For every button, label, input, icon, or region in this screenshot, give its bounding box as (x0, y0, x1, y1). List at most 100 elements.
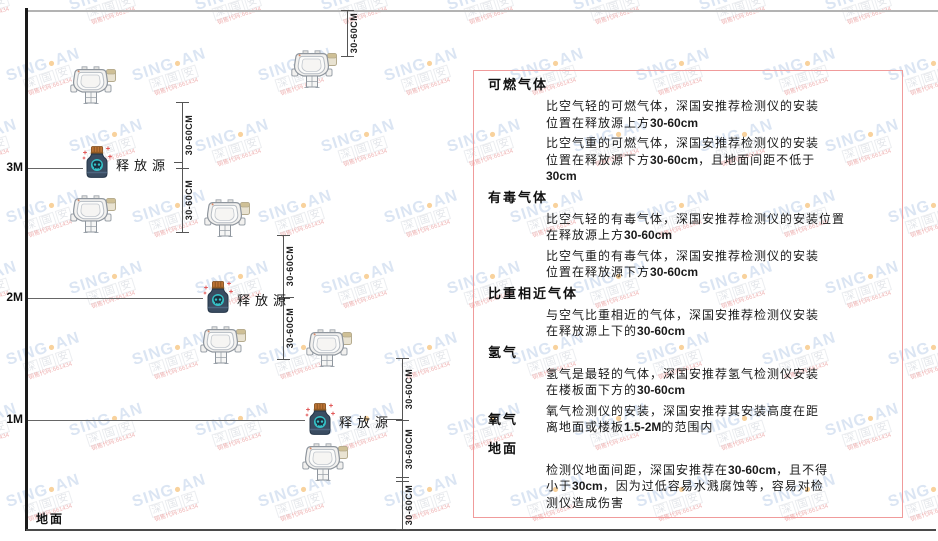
dimension-label: 30-60CM (184, 179, 194, 221)
paragraph-line: 比空气轻的可燃气体，深国安推荐检测仪的安装 (546, 99, 820, 113)
paragraph-line: 离地面或楼板1.5-2M的范围内 (546, 420, 714, 434)
gas-detector-icon (291, 50, 337, 88)
panel-section: 地面检测仪地面间距，深国安推荐在30-60cm，且不得 小于30cm，因为过低容易… (488, 441, 890, 512)
paragraph-line: 在释放源上下的30-60cm (546, 324, 686, 338)
gas-detector-icon (204, 199, 250, 237)
section-paragraph: 与空气比重相近的气体，深国安推荐检测仪安装 在释放源上下的30-60cm (546, 307, 890, 340)
dimension-label: 30-60CM (404, 484, 414, 526)
paragraph-line: 检测仪地面间距，深国安推荐在30-60cm，且不得 (546, 462, 829, 477)
panel-section: 比重相近气体与空气比重相近的气体，深国安推荐检测仪安装 在释放源上下的30-60c… (488, 286, 890, 340)
section-paragraph: 比空气重的可燃气体，深国安推荐检测仪的安装 位置在释放源下方30-60cm，且地面… (546, 135, 890, 185)
paragraph-line: 在释放源上方30-60cm (546, 228, 673, 242)
source-connector-line (386, 419, 403, 420)
section-heading: 比重相近气体 (488, 286, 579, 302)
ground-line (26, 529, 936, 531)
section-paragraph: 氧气检测仪的安装，深国安推荐其安装高度在距 离地面或楼板1.5-2M的范围内 (546, 403, 890, 436)
section-heading: 有毒气体 (488, 190, 549, 206)
dimension-tick (277, 298, 290, 299)
paragraph-line: 氢气是最轻的气体，深国安推荐氢气检测仪安装 (546, 366, 820, 381)
dimension-label: 30-60CM (349, 12, 359, 54)
gas-detector-icon (70, 66, 116, 104)
dimension-label: 30-60CM (404, 368, 414, 410)
release-source-icon (305, 403, 335, 435)
source-connector-line (174, 162, 183, 163)
dimension-line (283, 235, 284, 359)
release-source-icon (82, 146, 112, 178)
ground-label: 地面 (36, 512, 65, 526)
release-source-label: 释放源 (237, 294, 292, 309)
section-paragraph: 检测仪地面间距，深国安推荐在30-60cm，且不得 小于30cm，因为过低容易水溅… (546, 462, 890, 512)
dimension-label: 30-60CM (184, 114, 194, 156)
gas-detector-icon (70, 195, 116, 233)
gas-detector-icon (306, 329, 352, 367)
dimension-label: 30-60CM (285, 307, 295, 349)
gas-detector-icon (306, 329, 352, 367)
paragraph-line: 比空气重的有毒气体，深国安推荐检测仪的安装 (546, 248, 820, 263)
release-source-label: 释放源 (116, 159, 171, 174)
height-marker-label: 3M (6, 160, 23, 174)
section-heading: 可燃气体 (488, 78, 549, 93)
dimension-tick (396, 420, 409, 421)
dimension-tick (176, 232, 189, 233)
wall-line (25, 8, 28, 531)
section-paragraph: 氢气是最轻的气体，深国安推荐氢气检测仪安装 在楼板面下方的30-60cm (546, 366, 890, 399)
dimension-line (347, 10, 348, 56)
section-heading: 氧气 (488, 412, 519, 428)
info-panel: 可燃气体比空气轻的可燃气体，深国安推荐检测仪的安装 位置在释放源上方30-60cm… (473, 70, 903, 518)
gas-detector-icon (204, 199, 250, 237)
height-marker-label: 1M (6, 412, 23, 426)
dimension-tick (277, 235, 290, 236)
gas-detector-icon (291, 50, 337, 88)
section-paragraph: 比空气轻的有毒气体，深国安推荐检测仪的安装位置 在释放源上方30-60cm (546, 211, 890, 244)
height-reference-line (28, 420, 305, 421)
release-source-label: 释放源 (339, 416, 394, 431)
panel-section: 可燃气体比空气轻的可燃气体，深国安推荐检测仪的安装 位置在释放源上方30-60cm… (488, 77, 890, 185)
dimension-tick (176, 168, 189, 169)
height-marker-label: 2M (6, 290, 23, 304)
panel-section: 氧气 氧气检测仪的安装，深国安推荐其安装高度在距 离地面或楼板1.5-2M的范围内 (488, 403, 890, 436)
gas-detector-icon (70, 195, 116, 233)
dimension-line (402, 358, 403, 529)
paragraph-line: 氧气检测仪的安装，深国安推荐其安装高度在距 (546, 403, 820, 418)
release-source-icon (203, 281, 233, 313)
paragraph-line: 位置在释放源下方30-60cm，且地面间距不低于 (546, 152, 816, 167)
section-paragraph: 比空气轻的可燃气体，深国安推荐检测仪的安装 位置在释放源上方30-60cm (546, 98, 890, 131)
dimension-tick (341, 56, 354, 57)
dimension-tick (176, 102, 189, 103)
section-heading: 氢气 (488, 345, 519, 361)
release-source-icon (203, 281, 233, 313)
ceiling-line (26, 10, 938, 12)
paragraph-line: 位置在释放源上方30-60cm (546, 115, 699, 130)
dimension-tick (277, 359, 290, 360)
paragraph-line: 测仪造成伤害 (546, 495, 625, 510)
paragraph-line: 在楼板面下方的30-60cm (546, 383, 686, 397)
dimension-tick (396, 477, 409, 478)
paragraph-line: 比空气重的可燃气体，深国安推荐检测仪的安装 (546, 136, 820, 150)
paragraph-line: 与空气比重相近的气体，深国安推荐检测仪安装 (546, 307, 820, 322)
dimension-tick (341, 10, 354, 11)
release-source-icon (305, 403, 335, 435)
gas-detector-icon (70, 66, 116, 104)
height-reference-line (28, 298, 203, 299)
panel-section: 氢气氢气是最轻的气体，深国安推荐氢气检测仪安装 在楼板面下方的30-60cm (488, 345, 890, 399)
release-source-icon (82, 146, 112, 178)
gas-detector-icon (302, 443, 348, 481)
dimension-tick (396, 529, 409, 530)
panel-section: 有毒气体比空气轻的有毒气体，深国安推荐检测仪的安装位置 在释放源上方30-60cm… (488, 190, 890, 281)
section-heading: 地面 (488, 441, 519, 457)
gas-detector-icon (302, 443, 348, 481)
dimension-tick (396, 358, 409, 359)
dimension-line (182, 102, 183, 232)
dimension-label: 30-60CM (285, 245, 295, 287)
paragraph-line: 30cm (546, 169, 577, 183)
paragraph-line: 比空气轻的有毒气体，深国安推荐检测仪的安装位置 (546, 211, 846, 226)
paragraph-line: 小于30cm，因为过低容易水溅腐蚀等，容易对检 (546, 479, 824, 493)
section-paragraph: 比空气重的有毒气体，深国安推荐检测仪的安装 位置在释放源下方30-60cm (546, 248, 890, 281)
source-connector-line (284, 297, 294, 298)
height-reference-line (28, 168, 83, 169)
dimension-tick (396, 481, 409, 482)
gas-detector-icon (200, 326, 246, 364)
gas-detector-icon (200, 326, 246, 364)
